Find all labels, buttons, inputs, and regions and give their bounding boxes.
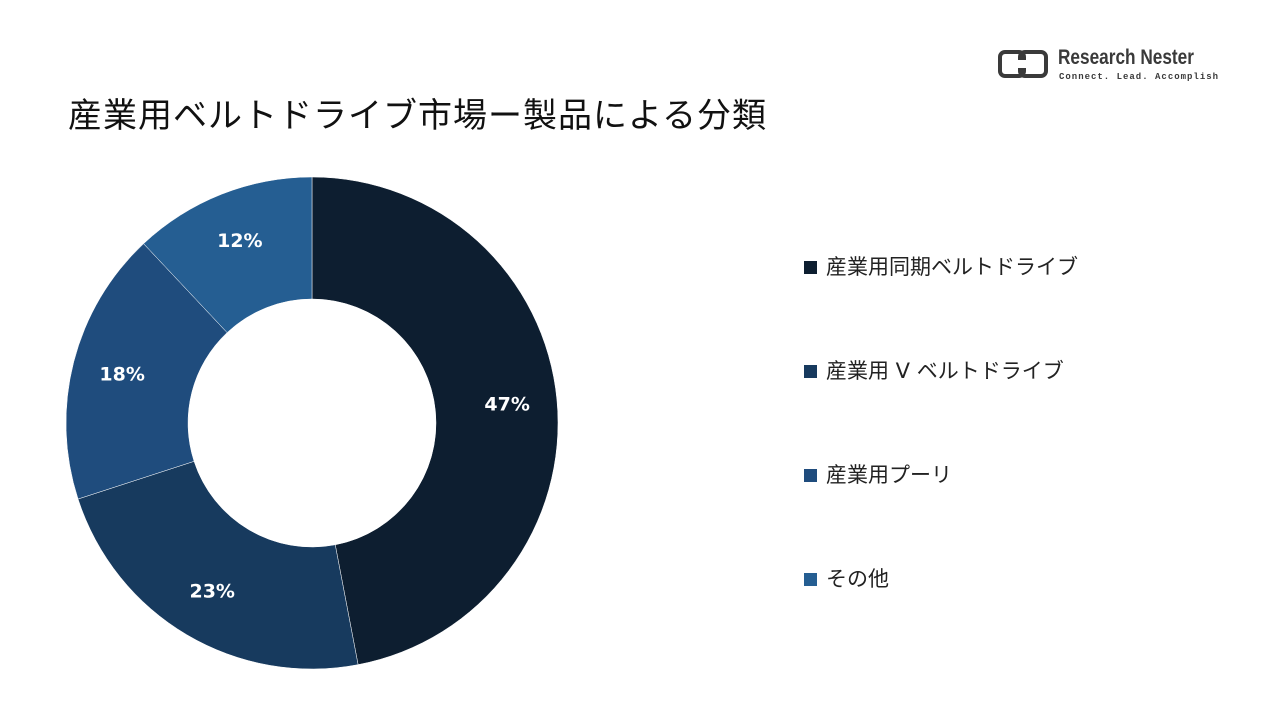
donut-slice-4 xyxy=(143,176,313,333)
legend-label-3: 産業用プーリ xyxy=(826,463,952,487)
slice-value-label-1: 47% xyxy=(484,394,529,416)
legend-label-4: その他 xyxy=(826,567,889,591)
legend-swatch-3 xyxy=(804,469,817,482)
page-title: 産業用ベルトドライブ市場ー製品による分類 xyxy=(68,96,767,136)
logo-tagline: Connect. Lead. Accomplish xyxy=(1059,72,1220,82)
slice-value-label-2: 23% xyxy=(189,581,234,603)
logo-mark-icon xyxy=(998,50,1048,78)
donut-slice-2 xyxy=(77,461,359,670)
donut-slices xyxy=(65,176,559,670)
legend-swatch-4 xyxy=(804,573,817,586)
legend-swatch-2 xyxy=(804,365,817,378)
legend-label-1: 産業用同期ベルトドライブ xyxy=(826,255,1078,279)
donut-slice-3 xyxy=(65,243,228,500)
slice-value-label-4: 12% xyxy=(217,230,262,252)
slice-value-label-3: 18% xyxy=(99,363,144,385)
donut-slice-1 xyxy=(311,176,559,665)
research-nester-logo: Research Nester Connect. Lead. Accomplis… xyxy=(998,46,1218,86)
legend-swatch-1 xyxy=(804,261,817,274)
logo-name: Research Nester xyxy=(1058,46,1194,69)
donut-value-labels: 47% 23% 18% 12% xyxy=(99,230,529,603)
legend-label-2: 産業用 V ベルトドライブ xyxy=(826,359,1064,383)
